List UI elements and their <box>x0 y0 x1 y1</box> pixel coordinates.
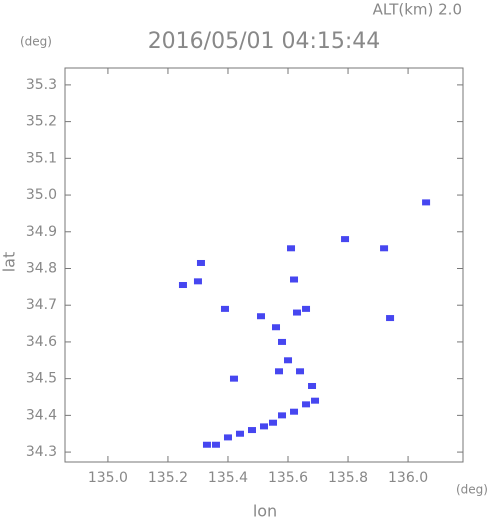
radar-echo <box>290 408 299 415</box>
radar-echo <box>278 338 287 345</box>
y-tick-label: 34.8 <box>26 260 57 276</box>
y-tick-label: 34.5 <box>26 371 57 387</box>
radar-echo <box>272 324 281 331</box>
y-tick-label: 34.7 <box>26 297 57 313</box>
radar-echo <box>229 375 238 382</box>
radar-echo <box>290 276 299 283</box>
x-tick-label: 135.8 <box>328 470 368 486</box>
y-tick-label: 35.3 <box>26 77 57 93</box>
radar-echo <box>220 305 229 312</box>
altitude-label: ALT(km) 2.0 <box>373 1 462 19</box>
radar-echo <box>269 419 278 426</box>
x-axis-label: lon <box>253 502 277 521</box>
radar-echo <box>422 199 431 206</box>
y-axis-label: lat <box>0 252 19 273</box>
y-tick-label: 34.3 <box>26 444 57 460</box>
radar-echo <box>235 430 244 437</box>
radar-echo <box>287 245 296 252</box>
radar-echo <box>260 423 268 430</box>
y-tick-label: 35.2 <box>26 114 57 130</box>
radar-echo <box>341 236 350 243</box>
radar-echo <box>308 382 317 389</box>
radar-echo <box>193 278 202 285</box>
x-tick-label: 135.6 <box>268 470 308 486</box>
y-tick-label: 34.9 <box>26 224 57 240</box>
y-tick-label: 34.4 <box>26 407 57 423</box>
radar-echo <box>284 357 293 364</box>
x-tick-label: 136.0 <box>388 470 428 486</box>
radar-echo <box>247 427 256 434</box>
radar-echo <box>386 315 395 322</box>
x-tick-label: 135.0 <box>88 470 128 486</box>
radar-echo <box>202 441 211 448</box>
radar-echo <box>278 412 287 419</box>
radar-echo <box>256 313 265 320</box>
radar-echo <box>293 309 302 316</box>
radar-echo <box>275 368 284 375</box>
plot-frame <box>64 67 464 463</box>
radar-echo <box>296 368 305 375</box>
radar-echo <box>302 401 311 408</box>
radar-echo <box>223 434 232 441</box>
radar-echo <box>211 441 220 448</box>
y-tick-label: 35.0 <box>26 187 57 203</box>
radar-echo <box>380 245 389 252</box>
y-tick-label: 34.6 <box>26 334 57 350</box>
y-unit: (deg) <box>20 35 52 49</box>
radar-echo <box>302 305 311 312</box>
radar-echo <box>311 397 320 404</box>
radar-echo <box>196 259 205 266</box>
x-unit: (deg) <box>456 483 488 497</box>
radar-echo <box>178 282 187 289</box>
y-tick-label: 35.1 <box>26 150 57 166</box>
chart-title: 2016/05/01 04:15:44 <box>148 29 381 54</box>
x-tick-label: 135.4 <box>208 470 248 486</box>
x-tick-label: 135.2 <box>148 470 188 486</box>
